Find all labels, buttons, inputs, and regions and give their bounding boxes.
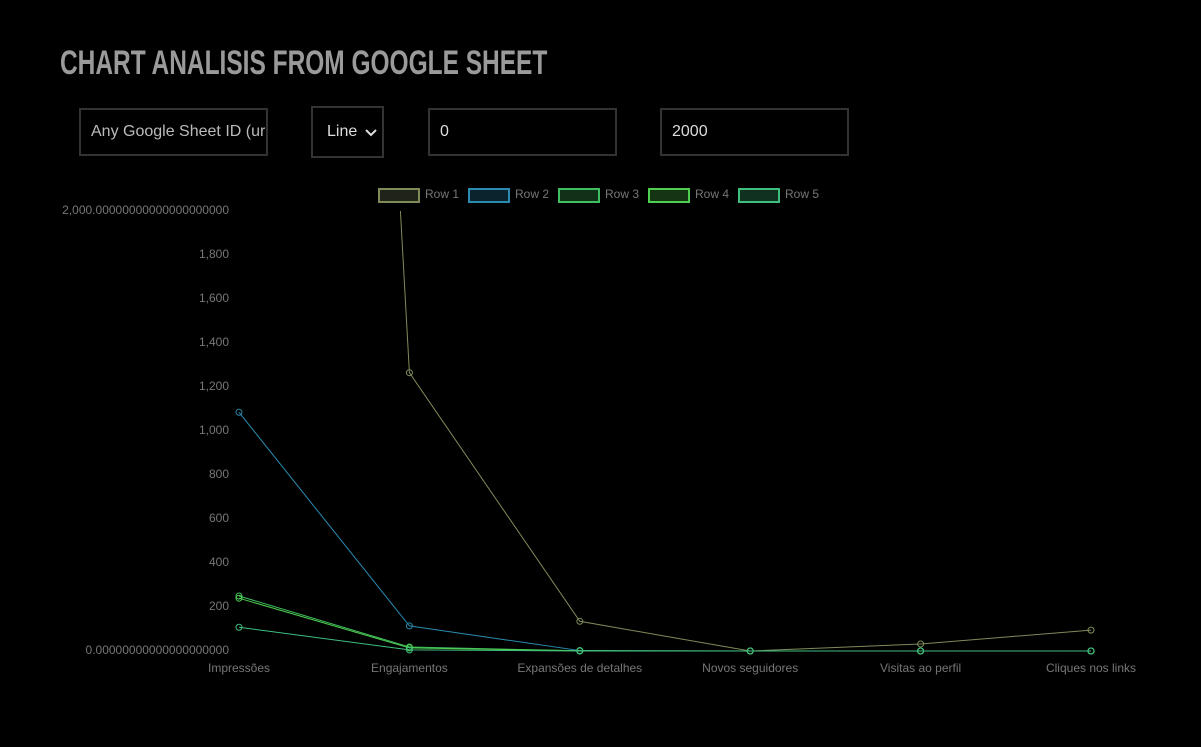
y-tick-label: 1,800 [199, 247, 229, 261]
legend-swatch [648, 188, 690, 203]
legend-swatch [378, 188, 420, 203]
select-value: Line [327, 123, 358, 140]
legend-swatch [738, 188, 780, 203]
data-point [235, 623, 243, 631]
series-line [238, 597, 1091, 652]
series-line [238, 595, 1091, 652]
data-point [235, 594, 243, 602]
series-line [238, 411, 1091, 652]
legend-swatch [558, 188, 600, 203]
y-tick-label: 2,000.00000000000000000000 [62, 203, 229, 217]
y-tick-label: 200 [209, 599, 229, 613]
series-line [399, 211, 1092, 652]
y-tick-label: 600 [209, 511, 229, 525]
max-input[interactable]: 2000 [660, 108, 849, 156]
legend-label: Row 5 [785, 187, 819, 201]
data-point [1087, 626, 1095, 634]
data-point [1087, 647, 1095, 655]
y-tick-label: 1,000 [199, 423, 229, 437]
legend-label: Row 2 [515, 187, 549, 201]
data-point [576, 647, 584, 655]
legend-label: Row 1 [425, 187, 459, 201]
data-point [917, 640, 925, 648]
data-point [917, 647, 925, 655]
y-tick-label: 800 [209, 467, 229, 481]
x-tick-label: Engajamentos [371, 661, 448, 675]
x-tick-label: Expansões de detalhes [517, 661, 642, 675]
data-point [405, 646, 413, 654]
x-tick-label: Cliques nos links [1046, 661, 1136, 675]
y-tick-label: 1,600 [199, 291, 229, 305]
sheet-id-input[interactable]: Any Google Sheet ID (url p [79, 108, 268, 156]
y-tick-label: 1,400 [199, 335, 229, 349]
page-title: CHART ANALISIS FROM GOOGLE SHEET [60, 44, 548, 82]
data-point [576, 617, 584, 625]
x-tick-label: Novos seguidores [702, 661, 798, 675]
x-tick-label: Impressões [208, 661, 270, 675]
x-tick-label: Visitas ao perfil [880, 661, 961, 675]
data-point [746, 647, 754, 655]
y-tick-label: 0.00000000000000000000 [86, 643, 230, 657]
legend-label: Row 3 [605, 187, 639, 201]
chevron [365, 129, 377, 137]
data-point [235, 592, 243, 600]
data-point [405, 369, 413, 377]
chart-type-select[interactable]: Line [311, 106, 384, 158]
data-point [405, 622, 413, 630]
data-point [405, 644, 413, 652]
min-input[interactable]: 0 [428, 108, 617, 156]
y-tick-label: 1,200 [199, 379, 229, 393]
legend-label: Row 4 [695, 187, 729, 201]
legend-swatch [468, 188, 510, 203]
series-line [238, 626, 1091, 652]
data-point [235, 408, 243, 416]
plot-area [235, 211, 1095, 655]
y-tick-label: 400 [209, 555, 229, 569]
